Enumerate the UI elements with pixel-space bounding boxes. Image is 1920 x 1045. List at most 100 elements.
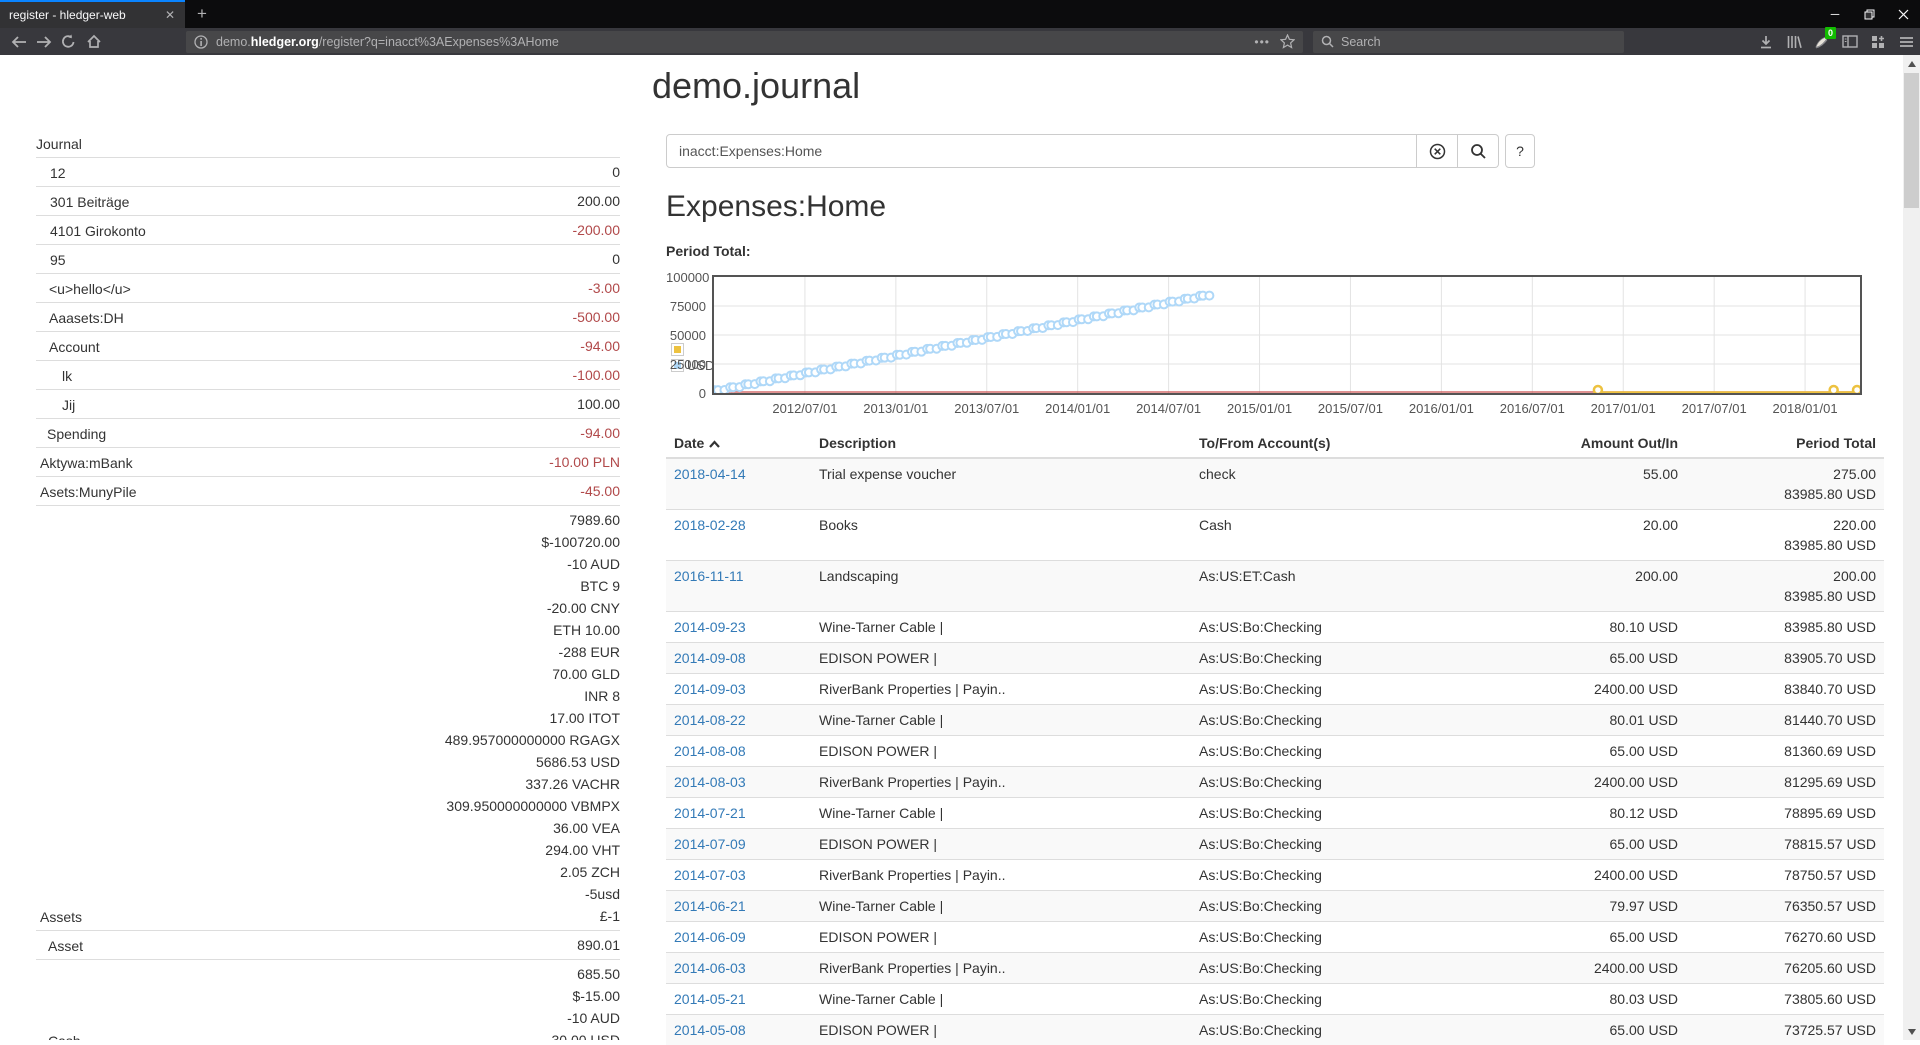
journal-title: demo.journal [652, 66, 1884, 106]
transaction-date-link[interactable]: 2014-07-03 [674, 867, 746, 883]
scroll-up-arrow[interactable] [1903, 55, 1920, 72]
browser-tab[interactable]: register - hledger-web ✕ [0, 0, 185, 28]
sidebar-account-link[interactable]: Cash [36, 1031, 547, 1040]
transaction-date-link[interactable]: 2014-06-09 [674, 929, 746, 945]
sidebar-account-link[interactable]: <u>hello</u> [36, 279, 588, 299]
search-icon [1321, 35, 1334, 48]
transaction-date-link[interactable]: 2014-08-22 [674, 712, 746, 728]
transaction-row[interactable]: 2014-07-03 RiverBank Properties | Payin..… [666, 860, 1884, 891]
y-axis-tick-label: 0 [666, 387, 706, 400]
x-axis-tick-label: 2016/01/01 [1409, 401, 1474, 416]
library-icon [1786, 35, 1802, 49]
extensions-grid-button[interactable] [1864, 30, 1892, 54]
downloads-button[interactable] [1752, 30, 1780, 54]
account-balance: -500.00 [573, 306, 620, 328]
menu-button[interactable] [1892, 30, 1920, 54]
amount-out-in: 65.00 USD [1521, 1015, 1686, 1045]
transaction-description: EDISON POWER | [811, 736, 1191, 767]
sidebar-account-link[interactable]: Aaasets:DH [36, 308, 573, 328]
sidebar-toggle-button[interactable] [1836, 30, 1864, 54]
transaction-description: RiverBank Properties | Payin.. [811, 860, 1191, 891]
url-bar[interactable]: demo.hledger.org/register?q=inacct%3AExp… [186, 31, 1303, 53]
transaction-date-link[interactable]: 2014-09-03 [674, 681, 746, 697]
transaction-date-link[interactable]: 2016-11-11 [674, 568, 744, 584]
back-button[interactable] [6, 30, 31, 54]
page-actions-icon[interactable]: ••• [1254, 35, 1270, 49]
library-button[interactable] [1780, 30, 1808, 54]
transaction-date-link[interactable]: 2018-02-28 [674, 517, 746, 533]
column-header[interactable]: Date [666, 429, 811, 458]
amount-out-in: 2400.00 USD [1521, 674, 1686, 705]
scroll-down-arrow[interactable] [1903, 1023, 1920, 1040]
account-balance: -94.00 [580, 335, 620, 357]
search-submit-button[interactable] [1458, 134, 1499, 168]
sidebar-account-link[interactable]: Asset [36, 936, 577, 956]
home-button[interactable] [81, 30, 106, 54]
clear-query-button[interactable] [1417, 134, 1458, 168]
query-input[interactable] [666, 134, 1417, 168]
tab-close-icon[interactable]: ✕ [161, 8, 179, 22]
sidebar-account-link[interactable]: Account [36, 337, 580, 357]
transaction-account: As:US:Bo:Checking [1191, 829, 1521, 860]
sidebar-account-link[interactable]: Asets:MunyPile [36, 482, 580, 502]
transaction-date-link[interactable]: 2014-07-09 [674, 836, 746, 852]
scrollbar-thumb[interactable] [1904, 73, 1919, 208]
chart-plot-area[interactable] [712, 275, 1862, 395]
transaction-date-link[interactable]: 2014-06-03 [674, 960, 746, 976]
sidebar-journal-link[interactable]: Journal [36, 134, 620, 154]
sidebar-account-link[interactable]: Aktywa:mBank [36, 453, 549, 473]
reload-button[interactable] [56, 30, 81, 54]
sidebar-account-link[interactable]: Assets [36, 907, 445, 927]
forward-button[interactable] [31, 30, 56, 54]
transaction-date-link[interactable]: 2014-09-08 [674, 650, 746, 666]
new-tab-button[interactable]: + [185, 0, 219, 28]
transaction-date-link[interactable]: 2014-05-08 [674, 1022, 746, 1038]
sidebar-account-link[interactable]: Spending [36, 424, 580, 444]
window-close-button[interactable] [1886, 0, 1920, 28]
transaction-date-link[interactable]: 2014-08-08 [674, 743, 746, 759]
transaction-date-link[interactable]: 2014-09-23 [674, 619, 746, 635]
sidebar-account-link[interactable]: 95 [36, 250, 612, 270]
period-total: 78750.57 USD [1686, 860, 1884, 891]
transaction-date-link[interactable]: 2014-07-21 [674, 805, 746, 821]
help-button[interactable]: ? [1505, 134, 1535, 168]
sidebar-account-link[interactable]: lk [36, 366, 573, 386]
extension-button[interactable]: 0 [1808, 30, 1836, 54]
transaction-date-link[interactable]: 2014-08-03 [674, 774, 746, 790]
sidebar-account-link[interactable]: 301 Beiträge [36, 192, 577, 212]
sidebar-account-link[interactable]: 4101 Girokonto [36, 221, 573, 241]
page-scrollbar[interactable] [1903, 55, 1920, 1040]
transaction-date-link[interactable]: 2014-05-21 [674, 991, 746, 1007]
transaction-date-link[interactable]: 2014-06-21 [674, 898, 746, 914]
sidebar-account-link[interactable]: Jij [36, 395, 577, 415]
window-maximize-button[interactable] [1852, 0, 1886, 28]
transaction-account: Cash [1191, 510, 1521, 561]
browser-search-bar[interactable]: Search [1313, 31, 1624, 53]
transaction-account: As:US:Bo:Checking [1191, 1015, 1521, 1045]
sidebar-account-link[interactable]: 12 [36, 163, 612, 183]
window-minimize-button[interactable]: ─ [1818, 0, 1852, 28]
column-header: To/From Account(s) [1191, 429, 1521, 458]
bookmark-star-icon[interactable] [1280, 34, 1295, 49]
transaction-date-link[interactable]: 2018-04-14 [674, 466, 746, 482]
